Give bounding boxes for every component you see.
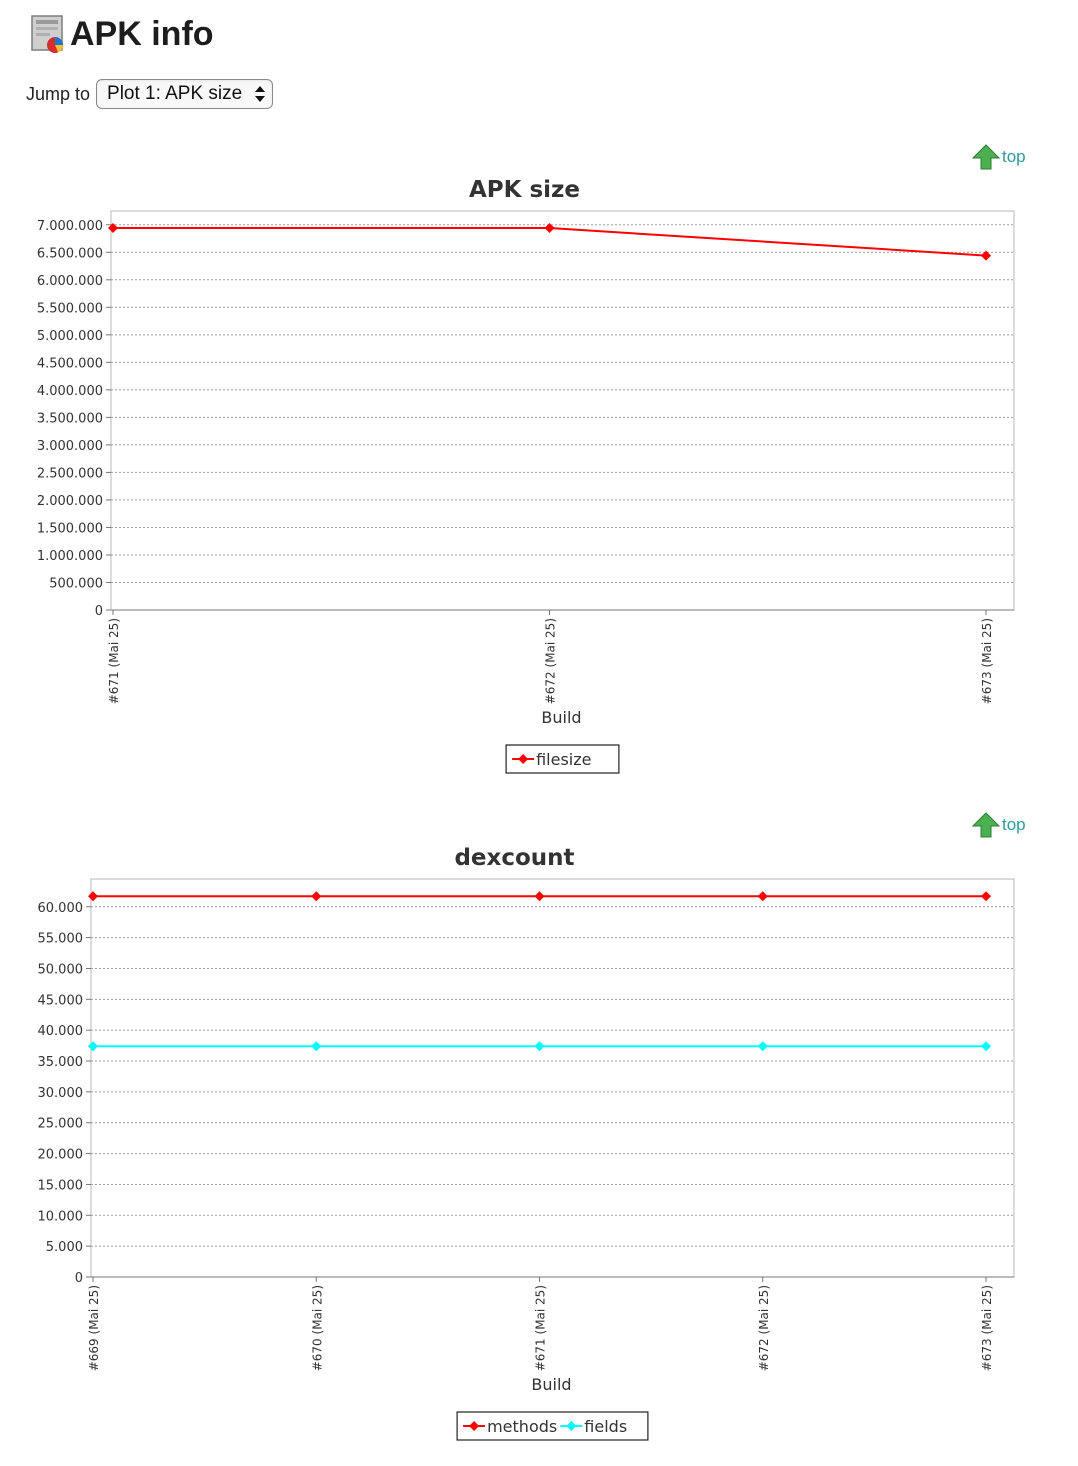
y-tick-label: 40.000 [38,1024,84,1039]
data-point-methods [981,891,991,902]
legend-marker [566,1421,577,1431]
x-axis-label: Build [531,1375,571,1394]
y-tick-label: 6.500.000 [37,246,103,261]
y-tick-label: 5.000.000 [37,329,103,344]
y-tick-label: 7.000.000 [37,219,103,234]
legend-marker [469,1421,480,1431]
x-tick-label: #672 (Mai 25) [757,1285,771,1371]
data-point-fields [534,1041,545,1052]
page-header: APK info [30,12,214,56]
x-tick-label: #671 (Mai 25) [107,618,121,704]
data-point-fields [757,1041,768,1052]
data-point-fields [88,1041,98,1052]
x-tick-label: #670 (Mai 25) [310,1285,324,1371]
updown-arrows-icon [255,86,266,102]
data-point-methods [757,891,768,902]
legend-box [456,1411,649,1441]
data-point-methods [534,891,545,902]
plot-area [110,210,1015,611]
chart-title: dexcount [454,845,574,871]
x-axis-label: Build [541,708,581,727]
y-tick-label: 5.000 [46,1240,83,1255]
up-arrow-icon [972,812,1000,838]
jump-to-row: Jump to Plot 1: APK size [26,79,274,109]
y-tick-label: 5.500.000 [37,301,103,316]
y-tick-label: 60.000 [38,901,84,916]
y-tick-label: 55.000 [38,932,84,947]
top-link-label: top [1002,147,1026,166]
y-tick-label: 10.000 [38,1209,84,1224]
y-tick-label: 3.500.000 [37,411,103,426]
plot-select[interactable]: Plot 1: APK size [96,79,274,109]
y-tick-label: 50.000 [38,962,84,977]
jump-to-label: Jump to [26,83,91,104]
top-link-2[interactable]: top [972,812,1026,838]
y-tick-label: 2.000.000 [37,494,103,509]
apk-size-chart: APK size 0 500.000 1.000.000 1.500.000 2.000.… [37,177,1015,774]
y-tick-label: 15.000 [38,1178,84,1193]
y-tick-label: 1.000.000 [37,549,103,564]
y-tick-label: 20.000 [38,1148,84,1163]
legend-label: methods [487,1417,557,1436]
legend-marker [518,754,529,764]
chart-title: APK size [469,177,580,203]
dexcount-chart: dexcount 0 5.000 10.000 15.000 20.000 25.000 30… [38,845,1015,1441]
data-point-filesize [544,223,555,234]
data-point-filesize [981,250,991,261]
x-tick-label: #672 (Mai 25) [544,618,558,704]
data-point-methods [311,891,322,902]
y-tick-label: 4.500.000 [37,356,103,371]
y-tick-label: 2.500.000 [37,466,103,481]
x-tick-label: #669 (Mai 25) [87,1285,101,1371]
y-tick-label: 45.000 [38,993,84,1008]
y-tick-label: 35.000 [38,1055,84,1070]
legend-label: filesize [536,750,591,769]
up-arrow-icon [972,144,1000,170]
y-tick-label: 30.000 [38,1086,84,1101]
x-tick-label: #673 (Mai 25) [980,1285,994,1371]
data-point-fields [311,1041,322,1052]
data-point-filesize [108,223,118,234]
y-tick-label: 1.500.000 [37,521,103,536]
y-tick-label: 0 [75,1271,83,1286]
legend-label: fields [584,1417,627,1436]
top-link-label: top [1002,815,1026,834]
y-tick-label: 3.000.000 [37,439,103,454]
y-tick-label: 6.000.000 [37,274,103,289]
plot-area [90,878,1015,1278]
y-tick-label: 25.000 [38,1117,84,1132]
legend-box [505,744,620,774]
data-point-fields [981,1041,991,1052]
page-title: APK info [70,15,214,53]
plot-select-value: Plot 1: APK size [107,83,243,104]
x-tick-label: #671 (Mai 25) [534,1285,548,1371]
data-point-methods [88,891,98,902]
y-tick-label: 0 [95,604,103,619]
x-tick-label: #673 (Mai 25) [980,618,994,704]
y-tick-label: 500.000 [49,576,103,591]
y-tick-label: 4.000.000 [37,384,103,399]
top-link-1[interactable]: top [972,144,1026,170]
report-chart-icon [31,15,63,53]
